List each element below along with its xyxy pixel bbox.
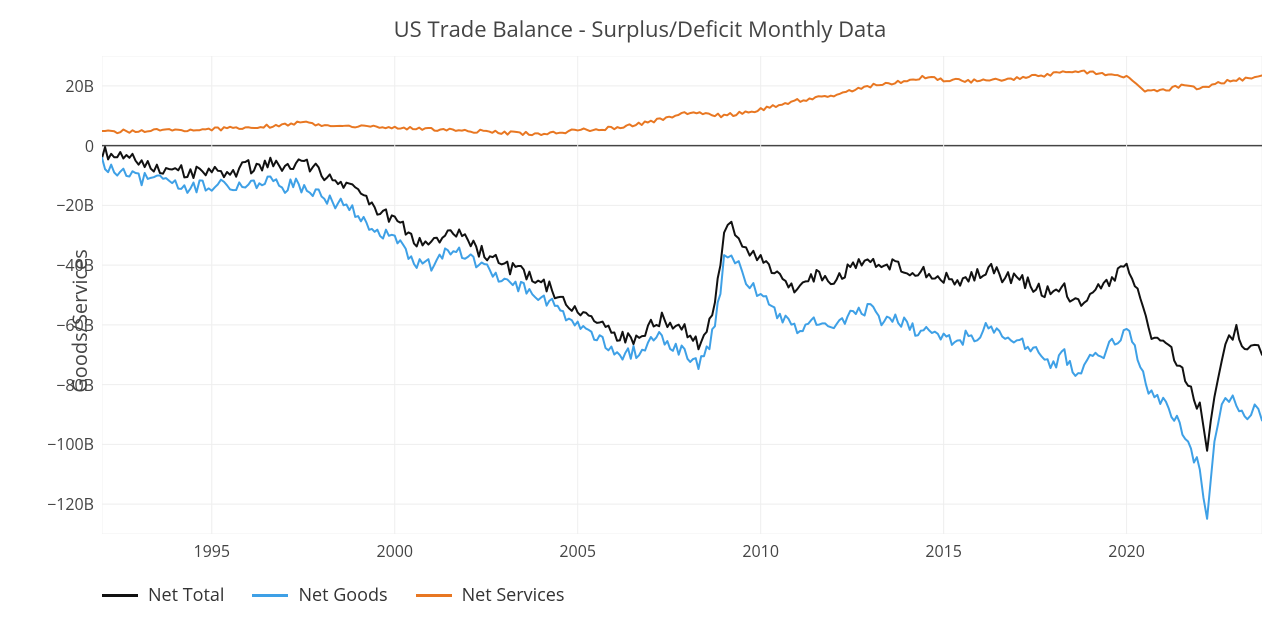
legend-swatch <box>416 594 452 597</box>
legend-swatch <box>252 594 288 597</box>
y-tick-label: −20B <box>56 194 94 216</box>
y-tick-label: −40B <box>56 254 94 276</box>
legend-label: Net Services <box>462 583 565 607</box>
legend-item-net-services: Net Services <box>416 583 565 607</box>
plot-area <box>102 56 1262 534</box>
x-tick-label: 2015 <box>925 540 962 562</box>
x-tick-label: 1995 <box>193 540 230 562</box>
x-tick-label: 2010 <box>742 540 779 562</box>
legend-item-net-goods: Net Goods <box>252 583 387 607</box>
x-tick-label: 2020 <box>1108 540 1145 562</box>
y-tick-label: −80B <box>56 374 94 396</box>
plot-svg <box>102 56 1262 534</box>
legend-swatch <box>102 594 138 597</box>
y-tick-label: 20B <box>65 75 94 97</box>
trade-balance-chart: US Trade Balance - Surplus/Deficit Month… <box>0 0 1280 641</box>
y-tick-label: −100B <box>47 433 94 455</box>
legend-item-net-total: Net Total <box>102 583 224 607</box>
legend-label: Net Goods <box>298 583 387 607</box>
x-tick-label: 2005 <box>559 540 596 562</box>
y-tick-label: −120B <box>47 493 94 515</box>
chart-title: US Trade Balance - Surplus/Deficit Month… <box>0 14 1280 44</box>
y-tick-label: 0 <box>85 135 94 157</box>
legend: Net Total Net Goods Net Services <box>102 583 565 607</box>
y-tick-label: −60B <box>56 314 94 336</box>
x-tick-label: 2000 <box>376 540 413 562</box>
legend-label: Net Total <box>148 583 224 607</box>
